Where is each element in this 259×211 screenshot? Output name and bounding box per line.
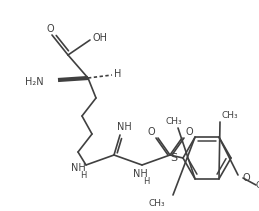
- Text: O: O: [147, 127, 155, 137]
- Text: O: O: [185, 127, 193, 137]
- Text: H₂N: H₂N: [25, 77, 44, 87]
- Text: NH: NH: [133, 169, 147, 179]
- Text: H: H: [80, 172, 86, 180]
- Text: OH: OH: [92, 33, 107, 43]
- Text: O: O: [46, 24, 54, 34]
- Text: H: H: [114, 69, 122, 79]
- Text: NH: NH: [71, 163, 85, 173]
- Text: CH₃: CH₃: [256, 180, 259, 189]
- Text: S: S: [170, 153, 178, 163]
- Text: CH₃: CH₃: [222, 111, 238, 119]
- Text: CH₃: CH₃: [166, 116, 182, 126]
- Text: O: O: [242, 173, 250, 183]
- Text: NH: NH: [117, 122, 131, 132]
- Text: CH₃: CH₃: [148, 199, 165, 207]
- Text: H: H: [143, 177, 149, 187]
